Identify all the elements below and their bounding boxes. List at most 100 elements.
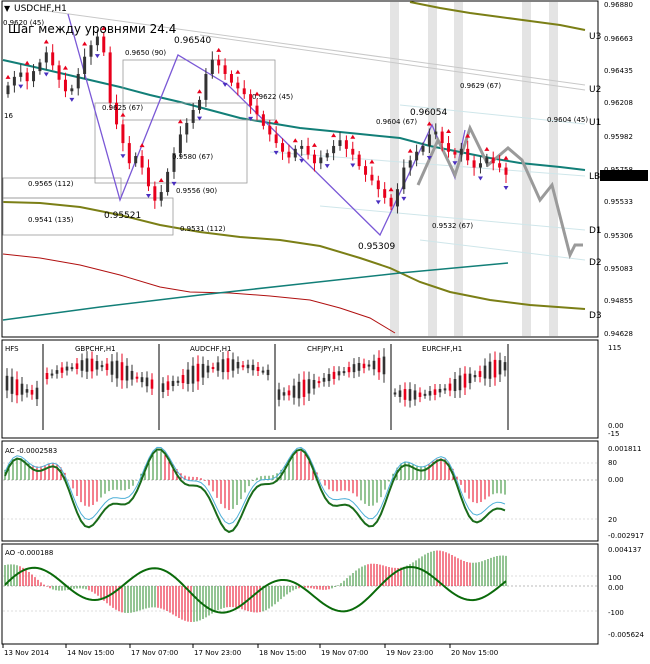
candle-body (447, 143, 451, 152)
hfs-candle-body (236, 361, 240, 369)
hfs-candle-body (105, 363, 109, 371)
fractal-up-marker (24, 60, 30, 65)
candle-body (459, 148, 463, 155)
current-price-tag (600, 170, 648, 181)
candle-body (504, 167, 508, 175)
hfs-candle-body (483, 365, 487, 379)
hfs-candle-body (493, 359, 497, 378)
fractal-up-marker (311, 142, 317, 147)
candle-body (491, 157, 495, 164)
hfs-candle-body (423, 393, 427, 396)
hfs-candle-body (453, 379, 457, 392)
price-tick: 0.95982 (604, 133, 633, 141)
candle-body (325, 153, 329, 158)
ann-16: 0.95309 (358, 242, 395, 252)
hfs-candle-body (438, 388, 442, 393)
ao-panel[interactable] (1, 543, 599, 645)
candle-body (312, 154, 316, 164)
candle-body (229, 73, 233, 83)
price-tick: 0.96208 (604, 99, 633, 107)
hfs-symbol-4: EURCHF,H1 (422, 345, 462, 353)
ao-content (3, 550, 597, 622)
hfs-candle-body (186, 369, 190, 384)
hfs-candle-body (382, 356, 386, 375)
fractal-up-marker (446, 129, 452, 134)
hfs-candle-body (413, 390, 417, 400)
candle-body (319, 157, 323, 164)
candle-body (32, 71, 36, 82)
hfs-candle-body (226, 358, 230, 373)
hfs-candle-body (120, 362, 124, 381)
fractal-up-marker (101, 25, 107, 30)
title-text: Шаг между уровнями 24.4 (8, 22, 176, 36)
hfs-candle-body (342, 371, 346, 374)
candle-body (466, 148, 470, 161)
hfs-candle-body (70, 367, 74, 370)
hfs-candle-body (221, 359, 225, 373)
level-U2: U2 (589, 85, 601, 95)
ann-5: 0.9604 (67) (376, 118, 417, 126)
fractal-up-marker (177, 119, 183, 124)
ao-title: AO -0.000188 (5, 549, 53, 557)
candle-body (300, 145, 304, 149)
hfs-candle-body (30, 389, 34, 395)
u1-line (399, 104, 586, 125)
candle-body (70, 88, 74, 92)
time-label: 17 Nov 07:00 (131, 649, 178, 657)
candle-body (351, 148, 355, 155)
fractal-down-marker (43, 72, 49, 77)
candle-body (472, 160, 476, 168)
hfs-candle-body (80, 360, 84, 371)
candle-body (121, 124, 125, 144)
d2-line (419, 239, 586, 261)
hfs-candle-body (181, 374, 185, 384)
olive-upper-curve (409, 1, 586, 31)
hfs-candle-body (231, 359, 235, 371)
hfs-candle-body (332, 371, 336, 379)
fractal-down-marker (503, 185, 509, 190)
hfs-candle-body (75, 363, 79, 370)
candle-body (485, 157, 489, 164)
fractal-up-marker (82, 41, 88, 46)
ac-tick-0: 0.001811 (608, 445, 641, 453)
hfs-candle-body (150, 379, 154, 389)
candle-body (63, 79, 67, 92)
candle-body (178, 134, 182, 154)
hfs-candle-body (241, 365, 245, 368)
fractal-up-marker (43, 39, 49, 44)
ao-tick-3: -100 (608, 609, 624, 617)
hfs-candle-body (317, 381, 321, 384)
hfs-candle-body (201, 363, 205, 378)
hfs-candle-body (398, 390, 402, 397)
ann-15: 0.9532 (67) (432, 222, 473, 230)
time-label: 14 Nov 15:00 (67, 649, 114, 657)
ac-tick-4: -0.002917 (608, 532, 644, 540)
hfs-candle-body (50, 373, 54, 376)
hfs-content (5, 344, 509, 430)
hfs-candle-body (478, 371, 482, 377)
ann-17: 16 (4, 112, 13, 120)
candle-body (402, 167, 406, 190)
fractal-up-marker (465, 133, 471, 138)
candle-body (210, 59, 214, 74)
title-arrow[interactable]: ▼ (4, 4, 11, 13)
candle-body (376, 180, 380, 190)
fractal-down-marker (145, 194, 151, 199)
fractal-down-marker (171, 181, 177, 186)
candle-body (236, 82, 240, 89)
hfs-tick-1: 0.00 (608, 422, 624, 430)
candle-body (408, 160, 412, 168)
price-tick: 0.94855 (604, 297, 633, 305)
channel-curves (2, 1, 586, 334)
ann-14: 0.9531 (112) (180, 225, 226, 233)
candle-body (434, 131, 438, 135)
chart-title: ▼ USDCHF,H1 Шаг между уровнями 24.4 (4, 4, 176, 36)
candle-body (57, 65, 61, 80)
hfs-candle-body (211, 367, 215, 370)
fractal-down-marker (273, 150, 279, 155)
hfs-candle-body (5, 375, 9, 391)
d1-line (319, 205, 586, 231)
hfs-candle-body (140, 377, 144, 383)
candle-body (172, 153, 176, 172)
